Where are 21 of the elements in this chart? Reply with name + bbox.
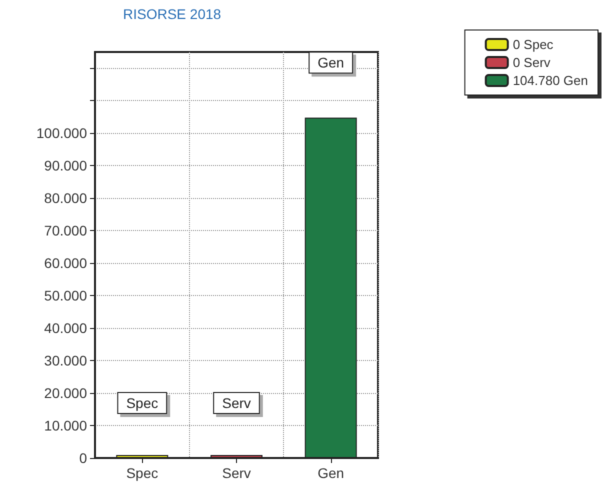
y-tick-label: 80.000 — [44, 190, 88, 206]
legend-label: 0 Serv — [512, 55, 551, 70]
y-tick-label: 10.000 — [44, 418, 88, 434]
annotation: Gen — [318, 54, 344, 71]
y-tick-label: 60.000 — [44, 255, 88, 272]
y-tick-label: 0 — [79, 450, 88, 466]
x-tick-label: Serv — [222, 465, 251, 481]
y-tick-label: 30.000 — [44, 352, 88, 369]
y-tick-label: 50.000 — [44, 288, 88, 304]
chart-title: RISORSE 2018 — [123, 6, 222, 22]
y-tick-label: 90.000 — [44, 158, 88, 174]
legend-label: 0 Spec — [512, 37, 554, 52]
y-tick-label: 70.000 — [44, 222, 88, 239]
x-tick-label: Gen — [318, 465, 344, 481]
y-tick-label: 40.000 — [44, 320, 88, 336]
y-tick-label: 100.000 — [36, 125, 88, 142]
x-tick-label: Spec — [126, 465, 158, 481]
annotation: Serv — [222, 395, 251, 411]
annotation: Spec — [126, 395, 158, 411]
legend-label: 104.780 Gen — [512, 73, 588, 88]
y-tick-label: 20.000 — [44, 385, 88, 402]
